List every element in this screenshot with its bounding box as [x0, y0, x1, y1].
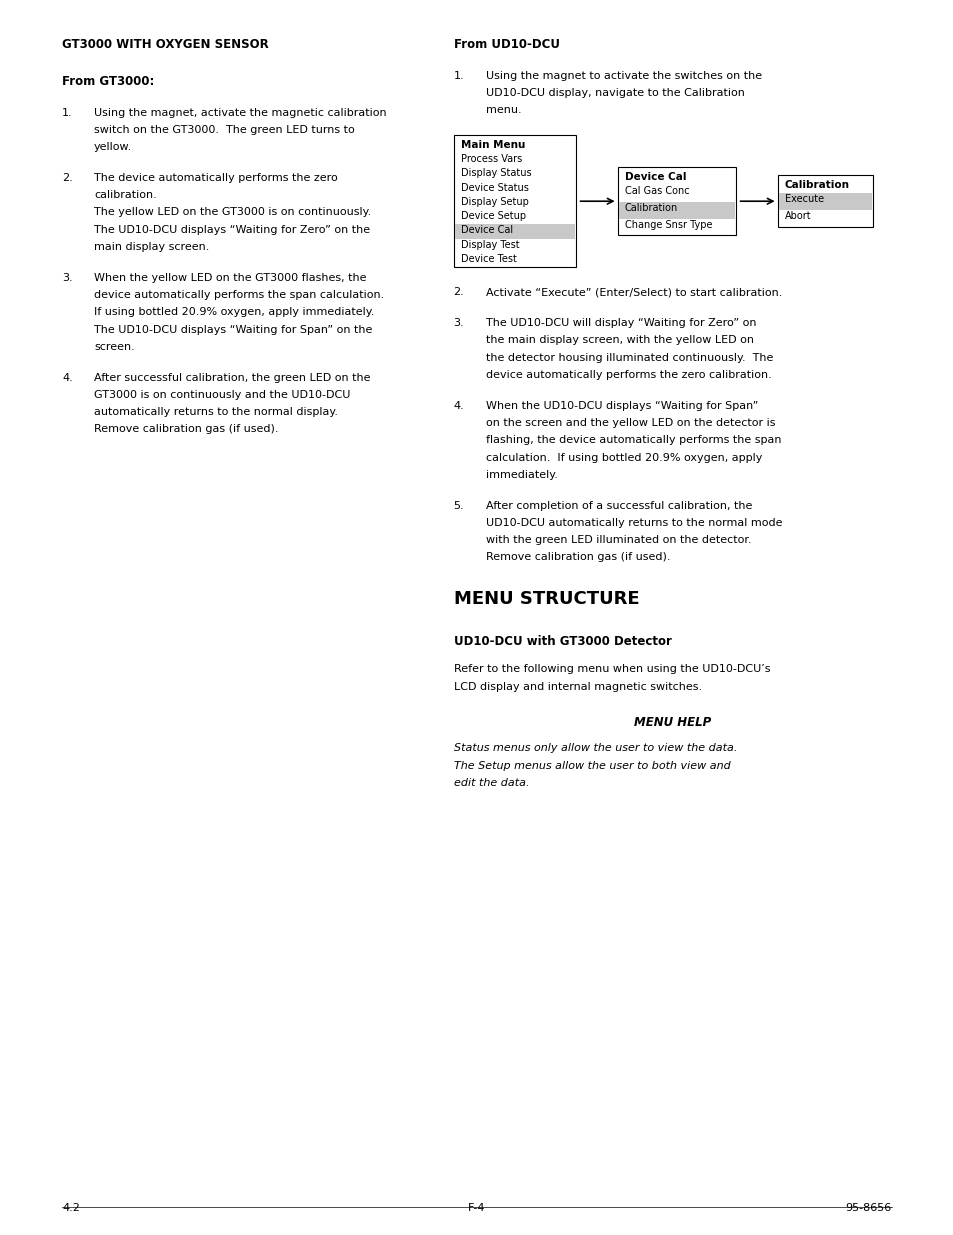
- Text: device automatically performs the span calculation.: device automatically performs the span c…: [94, 290, 384, 300]
- Text: 95-8656: 95-8656: [845, 1203, 891, 1213]
- Text: switch on the GT3000.  The green LED turns to: switch on the GT3000. The green LED turn…: [94, 125, 355, 135]
- Text: Calibration: Calibration: [783, 180, 849, 190]
- Text: Display Test: Display Test: [460, 240, 518, 249]
- Text: When the UD10-DCU displays “Waiting for Span”: When the UD10-DCU displays “Waiting for …: [485, 401, 758, 411]
- Text: menu.: menu.: [485, 105, 520, 115]
- Text: Calibration: Calibration: [624, 203, 678, 212]
- Text: Refer to the following menu when using the UD10-DCU’s: Refer to the following menu when using t…: [453, 664, 769, 674]
- Bar: [618, 201, 734, 219]
- Text: flashing, the device automatically performs the span: flashing, the device automatically perfo…: [485, 435, 781, 446]
- Text: device automatically performs the zero calibration.: device automatically performs the zero c…: [485, 369, 771, 380]
- Text: with the green LED illuminated on the detector.: with the green LED illuminated on the de…: [485, 535, 750, 545]
- Bar: [777, 175, 872, 227]
- Bar: [778, 193, 871, 210]
- Text: 2.: 2.: [62, 173, 72, 183]
- Text: 2.: 2.: [453, 288, 464, 298]
- Text: 1.: 1.: [62, 107, 72, 117]
- Text: 5.: 5.: [453, 500, 464, 511]
- Bar: [617, 167, 735, 235]
- Text: Using the magnet to activate the switches on the: Using the magnet to activate the switche…: [485, 70, 760, 82]
- Text: 4.: 4.: [453, 401, 464, 411]
- Text: 4.: 4.: [62, 373, 72, 383]
- Text: Device Test: Device Test: [460, 254, 516, 264]
- Text: Execute: Execute: [783, 194, 822, 204]
- Text: main display screen.: main display screen.: [94, 242, 209, 252]
- Text: 4.2: 4.2: [62, 1203, 80, 1213]
- Text: the main display screen, with the yellow LED on: the main display screen, with the yellow…: [485, 336, 753, 346]
- Text: 1.: 1.: [453, 70, 464, 82]
- Text: Device Status: Device Status: [460, 183, 528, 193]
- Text: The device automatically performs the zero: The device automatically performs the ze…: [94, 173, 337, 183]
- Text: 3.: 3.: [453, 319, 464, 329]
- Text: Activate “Execute” (Enter/Select) to start calibration.: Activate “Execute” (Enter/Select) to sta…: [485, 288, 781, 298]
- Text: yellow.: yellow.: [94, 142, 132, 152]
- Text: calculation.  If using bottled 20.9% oxygen, apply: calculation. If using bottled 20.9% oxyg…: [485, 452, 761, 463]
- Text: LCD display and internal magnetic switches.: LCD display and internal magnetic switch…: [453, 682, 701, 692]
- Text: Remove calibration gas (if used).: Remove calibration gas (if used).: [94, 425, 278, 435]
- Text: the detector housing illuminated continuously.  The: the detector housing illuminated continu…: [485, 353, 772, 363]
- Text: Abort: Abort: [783, 211, 810, 221]
- Text: F-4: F-4: [468, 1203, 485, 1213]
- Text: The Setup menus allow the user to both view and: The Setup menus allow the user to both v…: [453, 761, 730, 771]
- Text: GT3000 WITH OXYGEN SENSOR: GT3000 WITH OXYGEN SENSOR: [62, 38, 269, 51]
- Text: Using the magnet, activate the magnetic calibration: Using the magnet, activate the magnetic …: [94, 107, 386, 117]
- Text: After successful calibration, the green LED on the: After successful calibration, the green …: [94, 373, 370, 383]
- Text: UD10-DCU display, navigate to the Calibration: UD10-DCU display, navigate to the Calibr…: [485, 88, 743, 98]
- Text: From UD10-DCU: From UD10-DCU: [453, 38, 559, 51]
- Text: Change Snsr Type: Change Snsr Type: [624, 220, 711, 230]
- Bar: [453, 135, 575, 267]
- Text: screen.: screen.: [94, 342, 134, 352]
- Bar: [455, 225, 574, 238]
- Text: The yellow LED on the GT3000 is on continuously.: The yellow LED on the GT3000 is on conti…: [94, 207, 371, 217]
- Text: Display Setup: Display Setup: [460, 196, 528, 207]
- Text: The UD10-DCU displays “Waiting for Zero” on the: The UD10-DCU displays “Waiting for Zero”…: [94, 225, 370, 235]
- Text: UD10-DCU with GT3000 Detector: UD10-DCU with GT3000 Detector: [453, 635, 671, 648]
- Text: Device Setup: Device Setup: [460, 211, 525, 221]
- Text: 3.: 3.: [62, 273, 72, 283]
- Text: Device Cal: Device Cal: [460, 226, 512, 236]
- Text: Remove calibration gas (if used).: Remove calibration gas (if used).: [485, 552, 669, 562]
- Text: Main Menu: Main Menu: [460, 141, 524, 151]
- Text: MENU HELP: MENU HELP: [634, 716, 711, 729]
- Text: When the yellow LED on the GT3000 flashes, the: When the yellow LED on the GT3000 flashe…: [94, 273, 366, 283]
- Text: Status menus only allow the user to view the data.: Status menus only allow the user to view…: [453, 743, 737, 753]
- Text: The UD10-DCU displays “Waiting for Span” on the: The UD10-DCU displays “Waiting for Span”…: [94, 325, 372, 335]
- Text: Cal Gas Conc: Cal Gas Conc: [624, 186, 688, 196]
- Text: Process Vars: Process Vars: [460, 154, 521, 164]
- Text: on the screen and the yellow LED on the detector is: on the screen and the yellow LED on the …: [485, 419, 774, 429]
- Text: If using bottled 20.9% oxygen, apply immediately.: If using bottled 20.9% oxygen, apply imm…: [94, 308, 374, 317]
- Text: MENU STRUCTURE: MENU STRUCTURE: [453, 590, 639, 609]
- Text: UD10-DCU automatically returns to the normal mode: UD10-DCU automatically returns to the no…: [485, 517, 781, 529]
- Text: immediately.: immediately.: [485, 469, 557, 479]
- Text: GT3000 is on continuously and the UD10-DCU: GT3000 is on continuously and the UD10-D…: [94, 390, 350, 400]
- Text: automatically returns to the normal display.: automatically returns to the normal disp…: [94, 408, 337, 417]
- Text: edit the data.: edit the data.: [453, 778, 529, 788]
- Text: calibration.: calibration.: [94, 190, 156, 200]
- Text: Device Cal: Device Cal: [624, 172, 685, 183]
- Text: The UD10-DCU will display “Waiting for Zero” on: The UD10-DCU will display “Waiting for Z…: [485, 319, 756, 329]
- Text: Display Status: Display Status: [460, 168, 531, 179]
- Text: From GT3000:: From GT3000:: [62, 74, 154, 88]
- Text: After completion of a successful calibration, the: After completion of a successful calibra…: [485, 500, 751, 511]
